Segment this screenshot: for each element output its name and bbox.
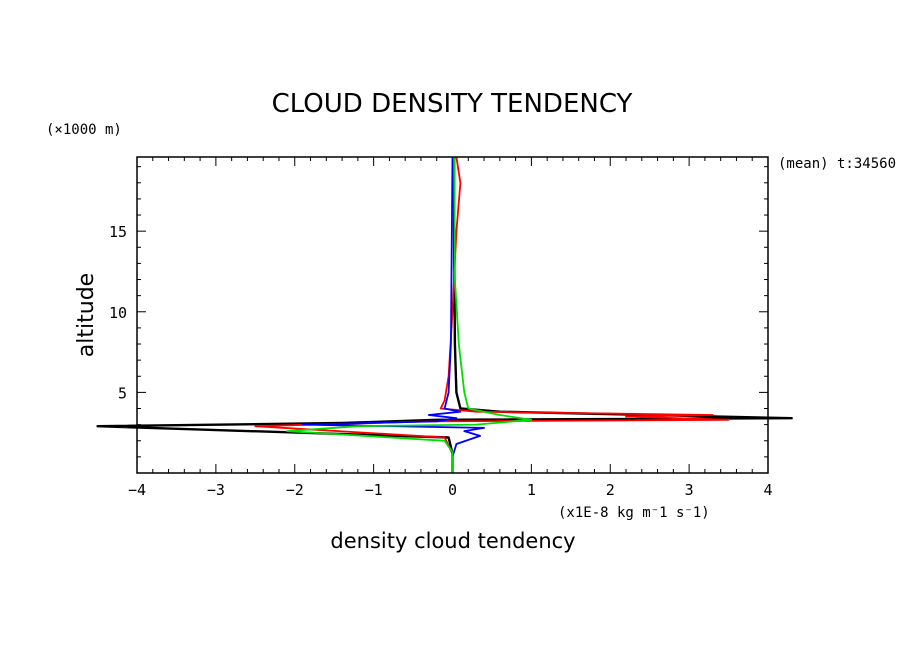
y-tick-label: 15 xyxy=(109,223,127,241)
annotation-label: (mean) t:34560 xyxy=(778,156,896,172)
x-tick-label: −2 xyxy=(286,481,304,499)
series-line-3 xyxy=(301,156,486,473)
series-group xyxy=(96,156,793,473)
series-line-4 xyxy=(285,156,533,473)
plot-frame xyxy=(136,156,769,474)
chart-title: CLOUD DENSITY TENDENCY xyxy=(272,89,633,119)
x-tick-label: 2 xyxy=(606,481,615,499)
y-axis-label: altitude xyxy=(74,273,99,357)
x-tick-label: 0 xyxy=(448,481,457,499)
y-tick-label: 10 xyxy=(109,304,127,322)
x-tick-label: −3 xyxy=(207,481,225,499)
x-axis-label: density cloud tendency xyxy=(330,529,575,553)
x-tick-label: −1 xyxy=(365,481,383,499)
y-unit-label: (×1000 m) xyxy=(46,122,122,138)
x-tick-label: 1 xyxy=(527,481,536,499)
x-unit-label: (x1E-8 kg m⁻1 s⁻1) xyxy=(558,505,710,521)
series-line-1 xyxy=(96,157,793,473)
x-tick-label: −4 xyxy=(128,481,146,499)
y-tick-label: 5 xyxy=(118,384,127,402)
series-line-2 xyxy=(254,156,730,473)
x-tick-label: 3 xyxy=(685,481,694,499)
x-tick-label: 4 xyxy=(763,481,772,499)
axes: −4 −3 −2 −1 0 1 2 3 4 5 10 15 xyxy=(109,157,773,499)
